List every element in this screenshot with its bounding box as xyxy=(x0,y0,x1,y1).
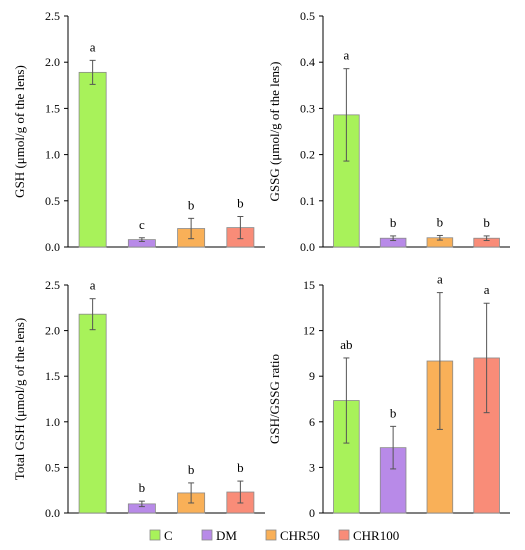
y-tick-label: 9 xyxy=(309,369,315,383)
significance-label: b xyxy=(483,215,490,230)
chart-panel-3: 0.0 0.5 1.0 1.5 2.0 2.5 Total GSH (μmol/g of t… xyxy=(12,278,265,520)
significance-label: c xyxy=(139,217,145,232)
legend-swatch xyxy=(265,529,277,541)
y-axis-title: GSSG (μmol/g of the lens) xyxy=(267,62,282,202)
y-axis-title: Total GSH (μmol/g of the lens) xyxy=(12,318,27,480)
legend-label: DM xyxy=(216,528,237,543)
y-tick-label: 0.5 xyxy=(45,194,60,208)
y-tick-label: 0.0 xyxy=(300,240,315,254)
y-tick-label: 1.5 xyxy=(45,369,60,383)
y-axis-title: GSH/GSSG ratio xyxy=(267,354,282,444)
y-tick-label: 0.5 xyxy=(300,9,315,23)
bar-c xyxy=(78,313,107,514)
significance-label: a xyxy=(90,278,96,293)
y-tick-label: 2.0 xyxy=(45,55,60,69)
y-tick-label: 0 xyxy=(309,506,315,520)
y-tick-label: 6 xyxy=(309,415,315,429)
legend-label: CHR50 xyxy=(280,528,320,543)
legend-swatch xyxy=(201,529,213,541)
significance-label: b xyxy=(139,480,146,495)
legend-item-chr50: CHR50 xyxy=(265,528,320,543)
legend-swatch xyxy=(149,529,161,541)
y-tick-label: 0.2 xyxy=(300,148,315,162)
legend-swatch xyxy=(338,529,350,541)
y-tick-label: 2.0 xyxy=(45,324,60,338)
significance-label: b xyxy=(237,460,244,475)
y-tick-label: 0.3 xyxy=(300,101,315,115)
chart-panel-1: 0.0 0.5 1.0 1.5 2.0 2.5 GSH (μmol/g of the len… xyxy=(12,9,265,254)
legend-item-dm: DM xyxy=(201,528,237,543)
significance-label: a xyxy=(90,39,96,54)
y-tick-label: 0.4 xyxy=(300,55,315,69)
significance-label: a xyxy=(343,48,349,63)
significance-label: a xyxy=(437,272,443,287)
y-tick-label: 0.1 xyxy=(300,194,315,208)
y-tick-label: 1.0 xyxy=(45,415,60,429)
significance-label: a xyxy=(484,282,490,297)
significance-label: b xyxy=(237,196,244,211)
legend-label: CHR100 xyxy=(353,528,399,543)
legend-item-c: C xyxy=(149,528,173,543)
significance-label: b xyxy=(188,462,195,477)
y-tick-label: 0.0 xyxy=(45,240,60,254)
legend-label: C xyxy=(164,528,173,543)
significance-label: b xyxy=(188,197,195,212)
y-tick-label: 15 xyxy=(303,278,315,292)
legend: C DM CHR50 CHR100 xyxy=(149,528,399,543)
y-tick-label: 1.5 xyxy=(45,101,60,115)
significance-label: b xyxy=(390,215,397,230)
significance-label: b xyxy=(390,405,397,420)
y-tick-label: 1.0 xyxy=(45,148,60,162)
y-tick-label: 0.5 xyxy=(45,460,60,474)
significance-label: b xyxy=(437,214,444,229)
y-tick-label: 12 xyxy=(303,324,315,338)
y-tick-label: 2.5 xyxy=(45,9,60,23)
y-tick-label: 3 xyxy=(309,460,315,474)
legend-item-chr100: CHR100 xyxy=(338,528,399,543)
chart-panel-4: 0 3 6 9 12 15 GSH/GSSG ratio ab b a a xyxy=(267,272,510,520)
bar-c xyxy=(78,71,107,248)
significance-label: ab xyxy=(340,337,352,352)
chart-panel-2: 0.0 0.1 0.2 0.3 0.4 0.5 GSSG (μmol/g of the le… xyxy=(267,9,510,254)
y-axis-title: GSH (μmol/g of the lens) xyxy=(12,65,27,198)
y-tick-label: 0.0 xyxy=(45,506,60,520)
y-tick-label: 2.5 xyxy=(45,278,60,292)
